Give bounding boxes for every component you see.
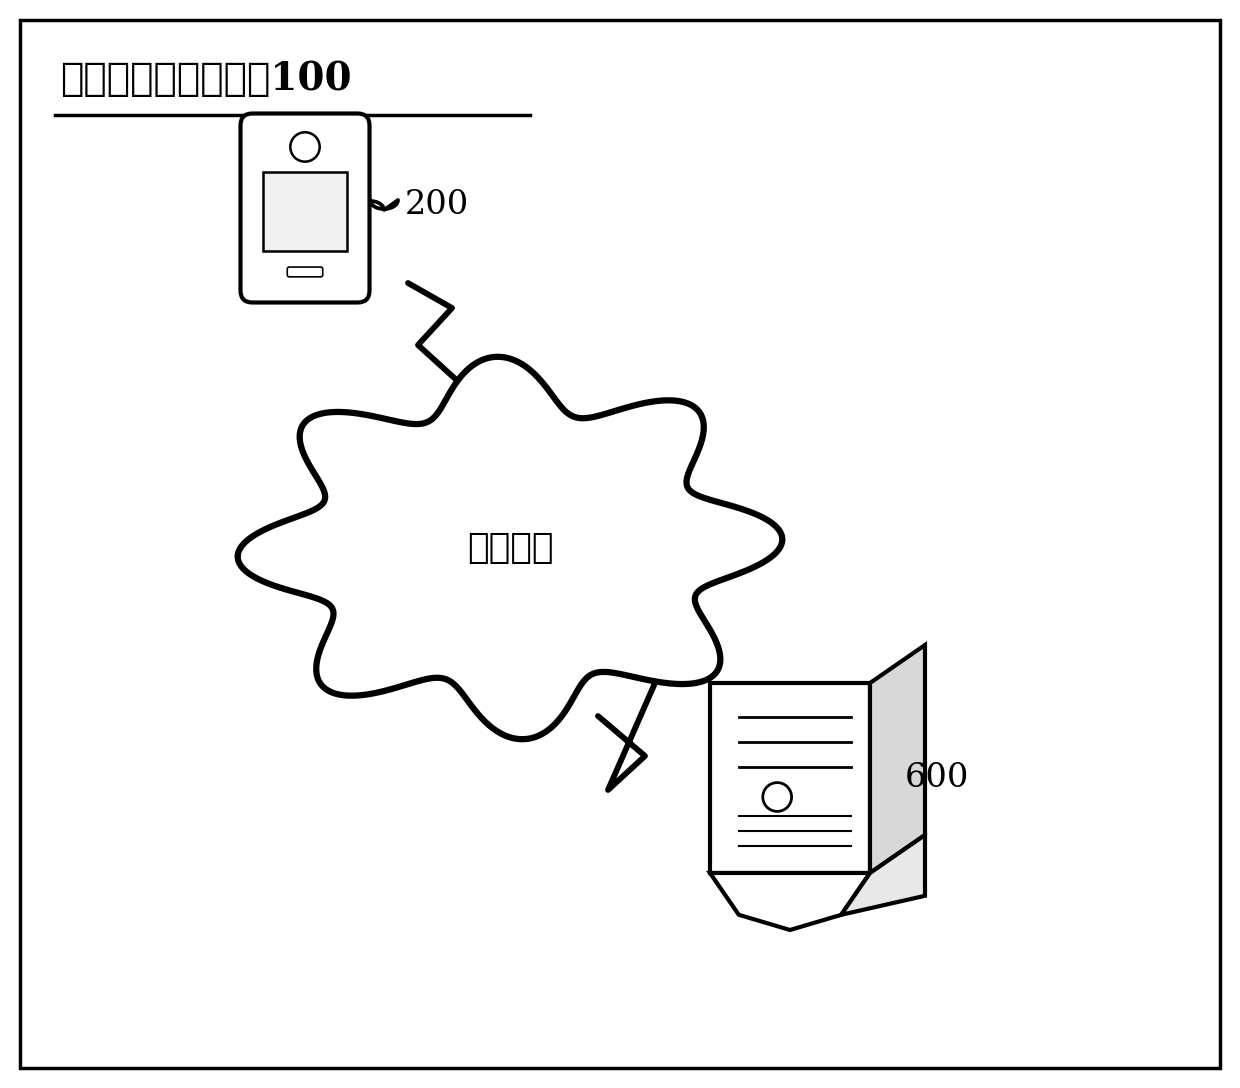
Text: 通信网络: 通信网络 (466, 531, 553, 565)
Text: 600: 600 (905, 762, 970, 794)
Polygon shape (870, 645, 925, 873)
FancyBboxPatch shape (288, 267, 322, 276)
Circle shape (290, 133, 320, 162)
Bar (263, 172, 347, 251)
Bar (711, 683, 870, 873)
Polygon shape (841, 834, 925, 915)
Circle shape (763, 782, 791, 812)
Polygon shape (238, 357, 782, 739)
Polygon shape (711, 873, 870, 930)
FancyBboxPatch shape (241, 113, 370, 302)
Text: 混合应用的埋点系统100: 混合应用的埋点系统100 (60, 60, 352, 98)
Text: 200: 200 (405, 189, 469, 221)
